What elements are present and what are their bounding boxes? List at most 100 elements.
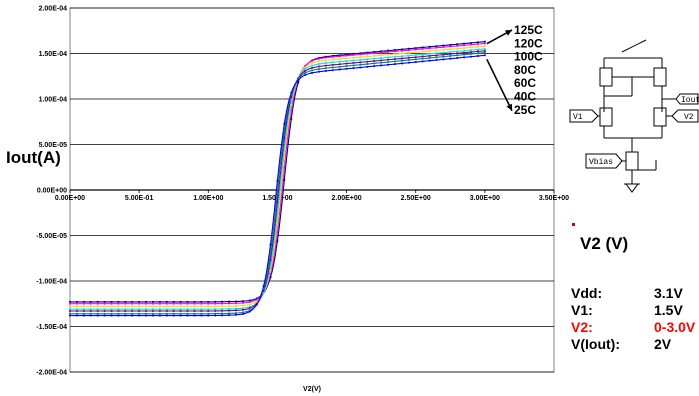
arrow-25c-head [506,103,512,111]
data-point [407,56,410,59]
data-point [373,55,376,57]
data-point [69,302,71,305]
data-point [159,302,161,305]
data-point [421,46,424,49]
x-tick-label: 0.00E+00 [55,195,85,202]
data-point [242,302,244,304]
data-point [318,63,320,65]
data-point [463,49,465,52]
data-point [324,62,327,64]
data-point [338,65,341,68]
data-point [311,60,313,62]
data-point [484,54,486,57]
data-point [89,308,92,311]
data-point [318,68,320,70]
series-markers [69,40,486,317]
data-point [283,122,286,125]
data-point [145,302,147,305]
data-point [407,47,410,50]
data-point [331,58,334,61]
y-tick-label: 1.50E-04 [39,51,68,58]
data-point [290,91,293,94]
data-point [214,308,217,310]
data-point [401,52,403,55]
data-point [207,302,210,305]
data-point [345,65,348,67]
data-point [165,305,168,308]
data-point [159,310,161,312]
data-point [331,61,334,64]
data-point [145,312,147,315]
data-point [352,54,355,56]
data-point [283,129,286,132]
data-point [269,243,272,246]
data-point [96,308,99,311]
data-point [186,314,189,317]
data-point [338,55,341,58]
data-point [131,305,134,308]
data-point [179,312,182,315]
data-point [387,58,389,61]
data-point [193,302,196,305]
data-point [200,305,203,308]
x-tick-label: 3.00E+00 [470,195,500,202]
data-point [186,301,189,303]
y-tick-labels: 2.00E-04 1.50E-04 1.00E-04 5.00E-05 0.00E+00… [36,6,67,377]
data-point [228,300,230,303]
data-point [82,308,85,311]
data-point [172,312,175,315]
data-point [401,57,403,60]
data-point [311,72,313,74]
data-point [214,305,217,308]
data-point [352,62,355,64]
data-point [428,59,431,62]
data-point [76,314,78,317]
data-point [394,50,396,53]
data-point [290,96,293,98]
data-point [338,58,341,60]
data-point [76,308,78,311]
data-point [152,310,154,312]
data-point [138,308,140,311]
data-point [442,49,445,51]
data-point [89,310,92,312]
y-tick-label: -1.00E-04 [36,279,67,286]
data-point [366,60,369,63]
data-point [235,305,237,307]
data-point [255,302,258,305]
data-point [463,53,465,56]
grid-lines [69,7,555,373]
data-point [470,53,472,55]
data-point [179,302,182,305]
arrow-125c-head [505,30,512,36]
data-point [117,302,120,305]
data-point [221,309,223,312]
data-point [304,70,306,72]
data-point [269,258,272,261]
iout-tag [675,93,699,105]
data-point [442,44,445,47]
data-point [207,310,210,312]
data-point [96,305,99,308]
data-point [414,48,417,51]
data-point [456,47,459,50]
data-point [345,62,348,65]
param-value: 3.1V [654,285,683,301]
data-point [131,312,134,315]
data-point [477,41,479,44]
series-lines [70,41,485,317]
y-tick-label: -1.50E-04 [36,324,67,331]
data-point [172,308,175,311]
data-point [345,67,348,70]
data-point [373,60,376,62]
data-point [394,63,396,65]
data-point [442,51,445,54]
data-point [228,308,230,310]
data-point [117,312,120,315]
data-point [221,302,223,305]
series-line-120C [70,42,485,305]
data-point [449,44,452,46]
temperature-label: 60C [514,76,536,90]
data-point [435,52,438,55]
